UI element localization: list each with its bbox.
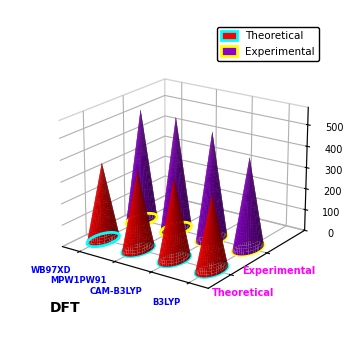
Text: DFT: DFT bbox=[50, 301, 80, 315]
Legend: Theoretical, Experimental: Theoretical, Experimental bbox=[217, 27, 319, 61]
